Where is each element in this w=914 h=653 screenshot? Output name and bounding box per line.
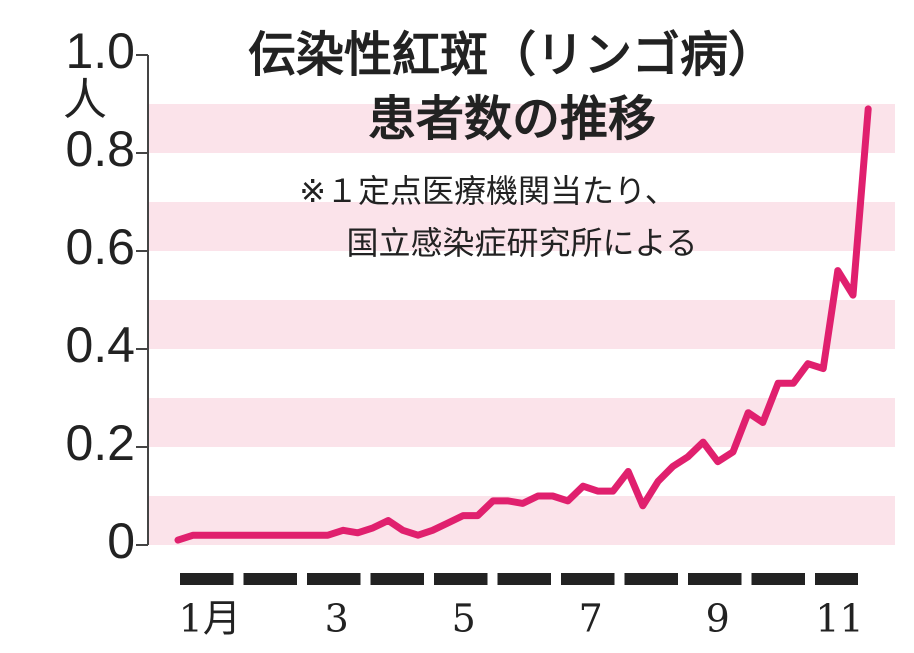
y-unit: 人 (63, 76, 107, 125)
month-dash (561, 573, 615, 585)
x-tick-label: 1月 (179, 597, 241, 641)
month-dash (688, 573, 742, 585)
axes: 0 0.2 0.4 0.6 0.8 1.0 1月 3 5 7 9 11 (65, 23, 863, 640)
month-dash (751, 573, 805, 585)
note: 国立感染症研究所による (346, 224, 697, 262)
y-tick-label: 0.6 (65, 219, 135, 275)
y-tick-label: 0.8 (65, 121, 135, 177)
chart-title: 患者数の推移 (368, 91, 656, 147)
bands (148, 104, 895, 545)
month-dash (434, 573, 488, 585)
month-dash (497, 573, 551, 585)
month-dash (307, 573, 361, 585)
grid-band (148, 202, 895, 251)
grid-band (148, 300, 895, 349)
x-tick-label: 3 (325, 597, 349, 641)
x-tick-label: 11 (815, 597, 863, 641)
y-tick-label: 0.2 (65, 415, 135, 471)
month-dash (815, 573, 858, 585)
plot (174, 105, 872, 544)
grid-band (148, 398, 895, 447)
month-dash (243, 573, 297, 585)
y-tick-label: 0.4 (65, 317, 135, 373)
grid-band (148, 104, 895, 153)
note: ※１定点医療機関当たり、 (299, 172, 677, 210)
chart-title: 伝染性紅斑（リンゴ病） (248, 27, 776, 83)
month-dash (370, 573, 424, 585)
x-tick-label: 9 (706, 597, 730, 641)
month-dash (624, 573, 678, 585)
x-tick-label: 5 (452, 597, 476, 641)
labels: 伝染性紅斑（リンゴ病） 患者数の推移 ※１定点医療機関当たり、 国立感染症研究所… (63, 27, 776, 262)
month-dash (180, 573, 234, 585)
y-tick-label: 0 (107, 513, 135, 569)
x-tick-label: 7 (579, 597, 603, 641)
line (174, 105, 872, 544)
y-tick-label: 1.0 (65, 23, 135, 79)
